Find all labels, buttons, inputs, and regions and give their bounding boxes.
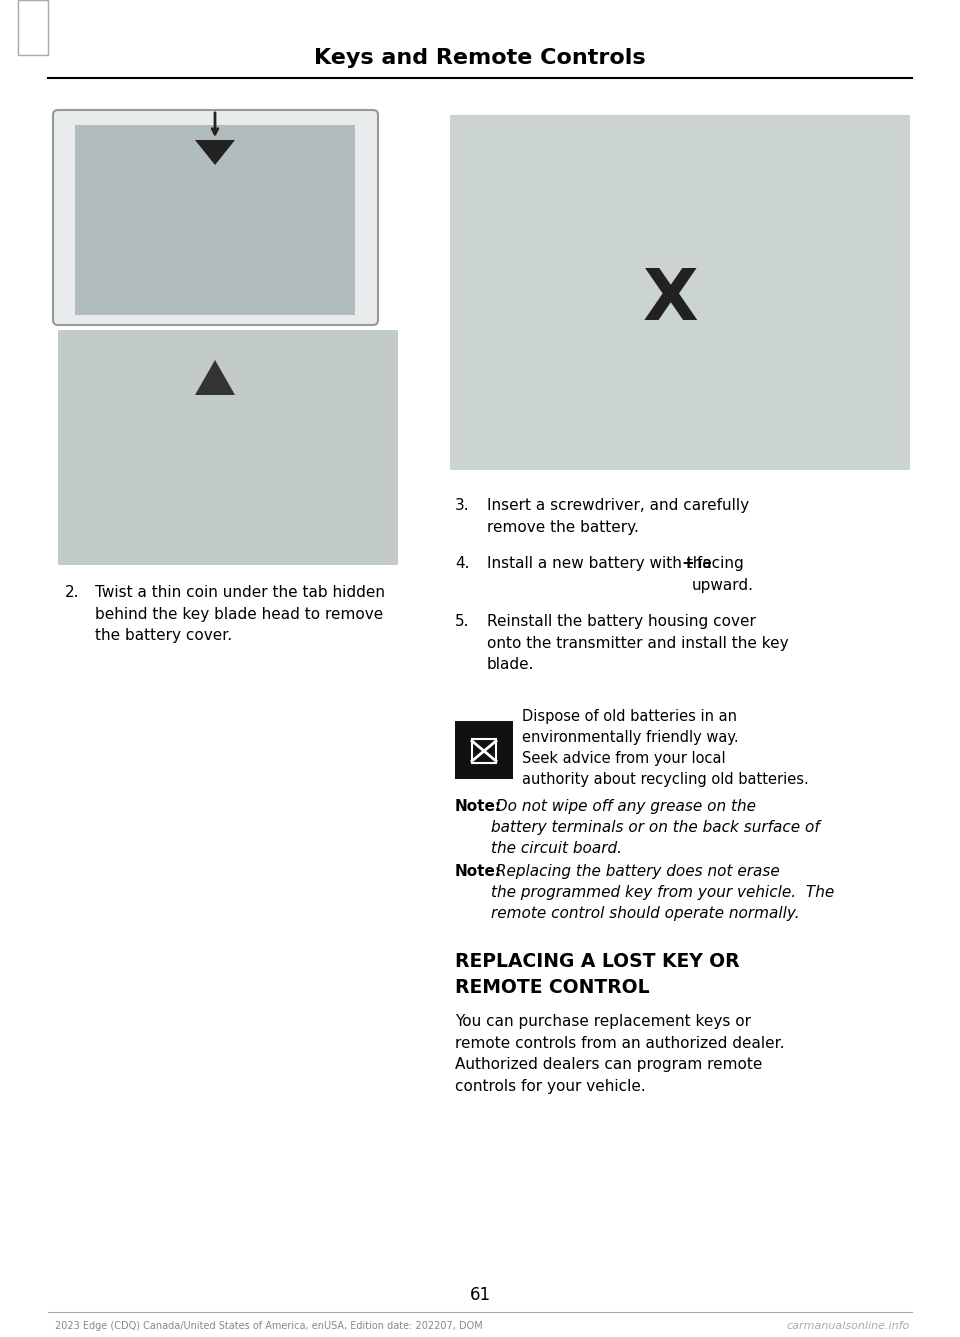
Text: 5.: 5. bbox=[455, 614, 469, 628]
Text: Replacing the battery does not erase
the programmed key from your vehicle.  The
: Replacing the battery does not erase the… bbox=[491, 864, 834, 921]
Bar bbox=[472, 739, 496, 763]
Text: 3.: 3. bbox=[455, 497, 469, 513]
Bar bbox=[75, 124, 355, 316]
Bar bbox=[455, 721, 513, 779]
Text: 2023 Edge (CDQ) Canada/United States of America, enUSA, Edition date: 202207, DO: 2023 Edge (CDQ) Canada/United States of … bbox=[55, 1321, 483, 1332]
Text: facing
upward.: facing upward. bbox=[692, 556, 754, 592]
Text: 4.: 4. bbox=[455, 556, 469, 571]
Text: Do not wipe off any grease on the
battery terminals or on the back surface of
th: Do not wipe off any grease on the batter… bbox=[491, 800, 820, 856]
Text: Note:: Note: bbox=[455, 800, 502, 814]
Text: Insert a screwdriver, and carefully
remove the battery.: Insert a screwdriver, and carefully remo… bbox=[487, 497, 749, 535]
Text: 61: 61 bbox=[469, 1286, 491, 1304]
Text: REPLACING A LOST KEY OR: REPLACING A LOST KEY OR bbox=[455, 952, 739, 971]
Bar bbox=[58, 330, 398, 566]
FancyBboxPatch shape bbox=[53, 110, 378, 325]
Text: Install a new battery with the: Install a new battery with the bbox=[487, 556, 717, 571]
Text: REMOTE CONTROL: REMOTE CONTROL bbox=[455, 977, 650, 997]
Text: +: + bbox=[681, 556, 694, 571]
Text: Twist a thin coin under the tab hidden
behind the key blade head to remove
the b: Twist a thin coin under the tab hidden b… bbox=[95, 586, 385, 643]
Polygon shape bbox=[195, 140, 235, 164]
Bar bbox=[18, 0, 48, 55]
Text: carmanualsonline.info: carmanualsonline.info bbox=[787, 1321, 910, 1332]
Text: Reinstall the battery housing cover
onto the transmitter and install the key
bla: Reinstall the battery housing cover onto… bbox=[487, 614, 788, 673]
Bar bbox=[450, 115, 910, 471]
Text: Note:: Note: bbox=[455, 864, 502, 878]
Text: Dispose of old batteries in an
environmentally friendly way.
Seek advice from yo: Dispose of old batteries in an environme… bbox=[522, 709, 808, 787]
Text: You can purchase replacement keys or
remote controls from an authorized dealer.
: You can purchase replacement keys or rem… bbox=[455, 1013, 784, 1094]
Text: 2.: 2. bbox=[65, 586, 80, 600]
Text: X: X bbox=[642, 266, 698, 334]
Polygon shape bbox=[195, 360, 235, 394]
Text: Keys and Remote Controls: Keys and Remote Controls bbox=[314, 48, 646, 68]
